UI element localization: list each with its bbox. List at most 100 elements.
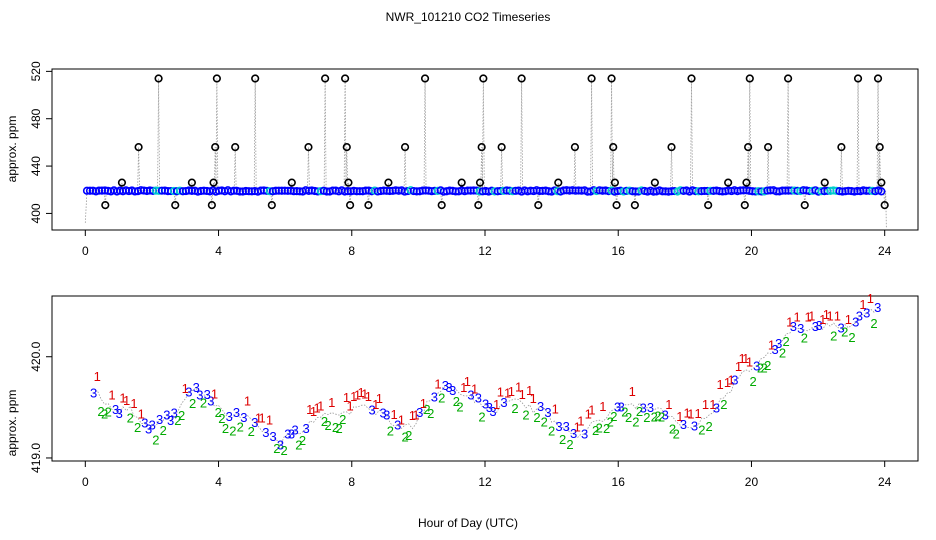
bottom-series-1-mark: 1 — [859, 297, 866, 312]
top-spike-point — [457, 178, 466, 187]
top-x-tick-label: 0 — [82, 244, 89, 258]
bottom-series-2-mark: 2 — [273, 441, 280, 456]
top-spike-point — [154, 74, 163, 83]
bottom-series-3-mark: 3 — [691, 418, 698, 433]
bottom-series-2-mark: 2 — [658, 410, 665, 425]
bottom-series-1-mark: 1 — [354, 388, 361, 403]
bottom-series-2-mark: 2 — [200, 395, 207, 410]
bottom-series-1-mark: 1 — [306, 402, 313, 417]
bottom-series-2-mark: 2 — [566, 437, 573, 452]
bottom-series-1-mark: 1 — [808, 308, 815, 323]
bottom-series-2-mark: 2 — [339, 412, 346, 427]
bottom-series-2-mark: 2 — [673, 427, 680, 442]
bottom-series-3-mark: 3 — [537, 399, 544, 414]
bottom-connector-lines — [93, 307, 878, 447]
bottom-series-2-mark: 2 — [215, 405, 222, 420]
bottom-series-3-mark: 3 — [790, 319, 797, 334]
bottom-series-2-mark: 2 — [456, 400, 463, 415]
top-spike-point — [534, 201, 543, 210]
bottom-series-3-mark: 3 — [445, 380, 452, 395]
bottom-series-1-mark: 1 — [709, 397, 716, 412]
bottom-series-2-mark: 2 — [427, 406, 434, 421]
bottom-series-1-mark: 1 — [515, 379, 522, 394]
bottom-series-2-mark: 2 — [596, 420, 603, 435]
top-spike-point — [134, 143, 143, 152]
top-spike-point — [764, 143, 773, 152]
bottom-series-2-mark: 2 — [299, 433, 306, 448]
bottom-series-3-mark: 3 — [753, 358, 760, 373]
bottom-series-1-mark: 1 — [390, 407, 397, 422]
bottom-series-3-mark: 3 — [581, 426, 588, 441]
bottom-series-1-mark: 1 — [255, 411, 262, 426]
top-spike-point — [364, 201, 373, 210]
bottom-series-1-mark: 1 — [119, 390, 126, 405]
top-spike-point — [267, 201, 276, 210]
bottom-series-2-mark: 2 — [522, 408, 529, 423]
bottom-series-2-mark: 2 — [720, 397, 727, 412]
bottom-series-3-mark: 3 — [467, 387, 474, 402]
bottom-series-2-mark: 2 — [178, 408, 185, 423]
top-y-axis-label: approx. ppm — [5, 116, 19, 183]
top-x-tick-label: 24 — [878, 244, 892, 258]
bottom-series-2-mark: 2 — [559, 432, 566, 447]
bottom-series-1-mark: 1 — [823, 307, 830, 322]
bottom-series-3-mark: 3 — [713, 400, 720, 415]
bottom-series-1-mark: 1 — [687, 406, 694, 421]
bottom-series-1-mark: 1 — [317, 398, 324, 413]
bottom-series-1-mark: 1 — [108, 388, 115, 403]
bottom-series-3-mark: 3 — [852, 315, 859, 330]
bottom-series-1-mark: 1 — [574, 420, 581, 435]
bottom-series-3-mark: 3 — [112, 402, 119, 417]
x-axis-label: Hour of Day (UTC) — [418, 516, 518, 530]
bottom-series-1-mark: 1 — [365, 389, 372, 404]
bottom-series-1-mark: 1 — [739, 351, 746, 366]
bottom-series-2-mark: 2 — [621, 404, 628, 419]
bottom-series-1-mark: 1 — [314, 401, 321, 416]
top-spike-point — [287, 178, 296, 187]
top-spike-point — [570, 143, 580, 152]
bottom-series-2-mark: 2 — [478, 409, 485, 424]
bottom-series-2-mark: 2 — [189, 396, 196, 411]
bottom-series-1-mark: 1 — [676, 409, 683, 424]
bottom-series-1-mark: 1 — [735, 359, 742, 374]
bottom-series-3-mark: 3 — [379, 405, 386, 420]
bottom-series-1-mark: 1 — [742, 351, 749, 366]
bottom-series-2-mark: 2 — [218, 411, 225, 426]
bottom-series-2-mark: 2 — [105, 405, 112, 420]
bottom-series-3-mark: 3 — [226, 409, 233, 424]
bottom-series-1-mark: 1 — [702, 397, 709, 412]
bottom-series-1-mark: 1 — [599, 399, 606, 414]
top-spike-point — [342, 143, 351, 152]
bottom-series-3-mark: 3 — [145, 422, 152, 437]
bottom-x-tick-label: 20 — [745, 475, 759, 489]
bottom-series-2-mark: 2 — [632, 415, 639, 430]
bottom-series-1-mark: 1 — [434, 377, 441, 392]
bottom-series-1-mark: 1 — [343, 390, 350, 405]
bottom-series-2-mark: 2 — [801, 331, 808, 346]
bottom-series-2-mark: 2 — [438, 390, 445, 405]
bottom-series-1-mark: 1 — [346, 399, 353, 414]
bottom-series-1-mark: 1 — [266, 413, 273, 428]
bottom-series-3-mark: 3 — [240, 410, 247, 425]
bottom-series-3-mark: 3 — [156, 412, 163, 427]
top-spike-point — [880, 201, 889, 210]
bottom-series-3-mark: 3 — [284, 426, 291, 441]
bottom-series-3-mark: 3 — [662, 408, 669, 423]
top-spike-point — [321, 74, 330, 83]
bottom-series-2-mark: 2 — [152, 432, 159, 447]
bottom-series-3-mark: 3 — [731, 372, 738, 387]
top-spike-point — [304, 143, 313, 152]
top-spike-point — [117, 178, 127, 187]
bottom-series-3-mark: 3 — [233, 405, 240, 420]
bottom-series-3-mark: 3 — [771, 342, 778, 357]
bottom-x-tick-label: 0 — [82, 475, 89, 489]
top-spike-point — [610, 178, 620, 187]
bottom-series-3-mark: 3 — [90, 386, 97, 401]
bottom-series-1-mark: 1 — [497, 384, 504, 399]
bottom-series-2-mark: 2 — [101, 407, 108, 422]
top-spike-point — [344, 178, 353, 187]
bottom-series-3-mark: 3 — [116, 406, 123, 421]
top-baseline-points — [82, 186, 886, 196]
